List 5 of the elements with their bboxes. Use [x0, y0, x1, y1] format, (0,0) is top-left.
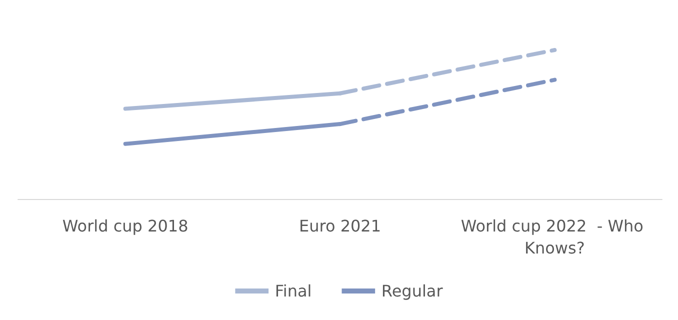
legend-label: Final	[274, 282, 312, 300]
legend-label: Regular	[381, 282, 444, 300]
x-tick-label: Euro 2021	[298, 216, 382, 236]
x-tick-label: World cup 2022 - Who Knows?	[460, 216, 649, 258]
x-tick-label: World cup 2018	[62, 216, 188, 236]
